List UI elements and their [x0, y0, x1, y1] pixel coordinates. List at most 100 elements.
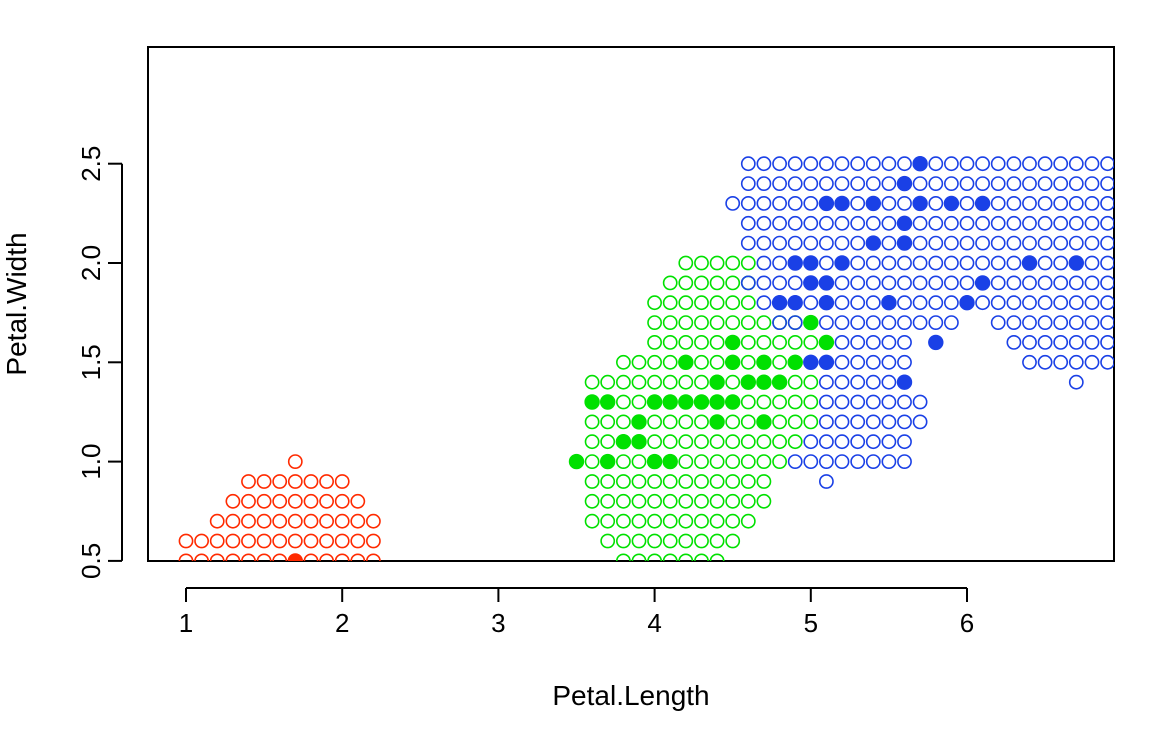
grid-point-versicolor — [740, 394, 756, 410]
grid-point-virginica — [975, 215, 990, 231]
y-tick-label: 2.5 — [76, 146, 106, 182]
grid-point-versicolor — [709, 513, 725, 529]
grid-point-setosa — [289, 614, 302, 627]
grid-point-virginica — [912, 215, 928, 231]
grid-point-versicolor — [709, 354, 725, 370]
grid-point-versicolor — [631, 474, 647, 489]
grid-point-virginica — [865, 275, 881, 291]
grid-point-virginica — [1084, 176, 1100, 191]
grid-point-virginica — [990, 215, 1006, 231]
grid-point-setosa — [351, 634, 364, 647]
grid-point-setosa — [351, 574, 364, 587]
grid-point-versicolor — [709, 275, 725, 291]
data-point-virginica — [974, 275, 991, 291]
grid-point-virginica — [881, 434, 897, 450]
grid-point-versicolor — [678, 295, 694, 311]
grid-point-setosa — [273, 634, 286, 647]
grid-point-versicolor — [725, 533, 741, 549]
grid-point-virginica — [959, 176, 975, 191]
data-point-versicolor — [709, 414, 725, 430]
data-point-virginica — [974, 195, 991, 212]
grid-point-versicolor — [600, 513, 616, 529]
grid-point-virginica — [865, 374, 881, 390]
grid-point-virginica — [1084, 215, 1100, 231]
grid-point-virginica — [881, 215, 897, 231]
grid-point-virginica — [959, 195, 975, 211]
grid-point-setosa — [226, 594, 239, 607]
grid-point-virginica — [1068, 354, 1084, 370]
grid-point-setosa — [272, 493, 288, 509]
data-point-versicolor — [818, 334, 835, 351]
grid-point-versicolor — [725, 454, 741, 469]
grid-point-virginica — [850, 235, 866, 251]
grid-point-setosa — [367, 634, 380, 647]
grid-point-setosa — [241, 513, 256, 529]
grid-point-versicolor — [616, 354, 631, 370]
grid-point-virginica — [1053, 295, 1069, 311]
data-point-virginica — [1068, 255, 1085, 271]
data-point-virginica — [865, 195, 881, 212]
grid-point-setosa — [225, 513, 241, 529]
grid-point-setosa — [241, 493, 256, 509]
grid-point-virginica — [881, 334, 897, 350]
grid-point-virginica — [772, 315, 787, 330]
grid-point-setosa — [209, 533, 225, 549]
grid-point-virginica — [865, 334, 881, 350]
grid-point-versicolor — [725, 414, 741, 430]
grid-point-virginica — [1100, 176, 1114, 191]
grid-point-virginica — [740, 235, 756, 251]
grid-point-virginica — [897, 295, 912, 311]
grid-point-setosa — [258, 634, 271, 647]
grid-point-versicolor — [678, 474, 694, 489]
data-point-virginica — [896, 215, 913, 232]
x-tick-label: 4 — [647, 608, 661, 638]
grid-point-virginica — [850, 315, 866, 330]
grid-point-setosa — [242, 634, 255, 647]
grid-point-versicolor — [740, 434, 756, 450]
grid-point-versicolor — [787, 434, 803, 450]
grid-point-virginica — [1022, 354, 1037, 370]
grid-point-virginica — [803, 295, 819, 311]
grid-point-setosa — [287, 454, 303, 469]
grid-point-versicolor — [662, 275, 678, 291]
grid-point-versicolor — [725, 295, 741, 311]
grid-point-setosa — [256, 513, 272, 529]
grid-point-virginica — [990, 275, 1006, 291]
grid-point-virginica — [912, 176, 928, 191]
grid-point-setosa — [273, 594, 286, 607]
grid-point-virginica — [1006, 235, 1022, 251]
grid-point-versicolor — [662, 414, 678, 430]
grid-point-versicolor — [584, 474, 600, 489]
grid-point-virginica — [772, 215, 787, 231]
grid-point-virginica — [1006, 295, 1022, 311]
grid-point-virginica — [756, 295, 772, 311]
grid-point-versicolor — [678, 374, 694, 390]
grid-point-versicolor — [662, 553, 678, 561]
grid-point-setosa — [273, 614, 286, 627]
grid-point-virginica — [912, 235, 928, 251]
grid-point-virginica — [1100, 335, 1114, 350]
data-point-setosa — [273, 574, 287, 588]
grid-point-versicolor — [584, 434, 600, 450]
data-point-setosa — [257, 593, 271, 607]
grid-point-virginica — [803, 156, 819, 172]
data-point-virginica — [896, 374, 913, 390]
data-point-versicolor — [662, 453, 678, 470]
data-point-virginica — [834, 195, 850, 212]
grid-point-setosa — [320, 594, 333, 607]
grid-point-virginica — [850, 255, 866, 271]
grid-point-setosa — [178, 533, 194, 549]
data-point-virginica — [881, 295, 897, 311]
grid-point-virginica — [834, 354, 850, 370]
grid-point-virginica — [772, 195, 787, 211]
grid-point-versicolor — [709, 255, 725, 271]
grid-point-virginica — [912, 394, 928, 410]
grid-point-virginica — [1006, 334, 1022, 350]
grid-point-setosa — [289, 594, 302, 607]
grid-point-setosa — [319, 474, 334, 489]
grid-point-virginica — [1006, 315, 1022, 330]
grid-point-virginica — [787, 156, 803, 172]
grid-point-virginica — [1022, 235, 1037, 251]
x-tick-label: 3 — [491, 608, 505, 638]
grid-point-setosa — [334, 474, 350, 489]
